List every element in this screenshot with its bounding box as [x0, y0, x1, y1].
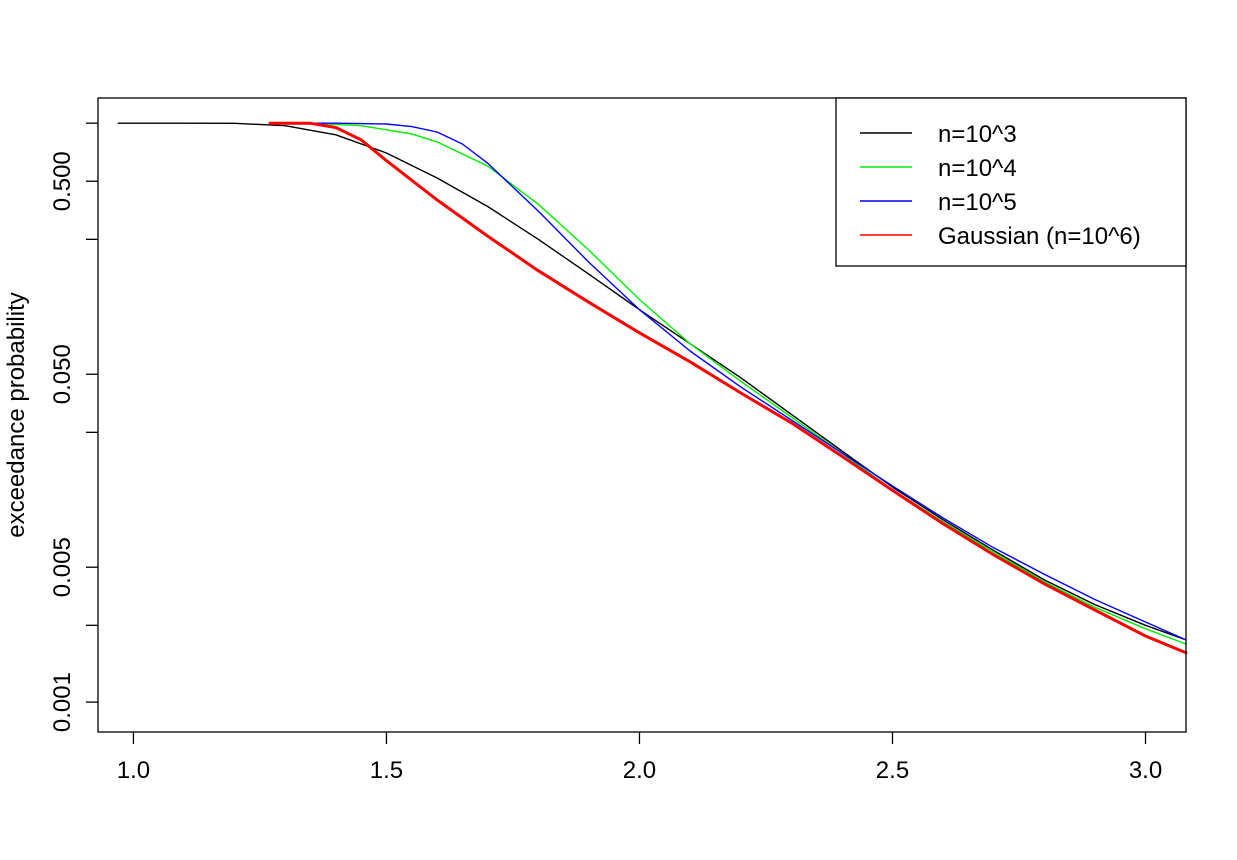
legend-label: Gaussian (n=10^6): [938, 223, 1141, 250]
legend-label: n=10^3: [938, 121, 1017, 148]
y-tick-label: 0.001: [49, 672, 76, 732]
legend-label: n=10^4: [938, 155, 1017, 182]
series-line-2: [269, 122, 1187, 645]
y-tick-label: 0.005: [49, 537, 76, 597]
x-tick-label: 1.5: [370, 757, 403, 784]
legend-label: n=10^5: [938, 189, 1017, 216]
axes-layer: 1.0 1.5 2.0 2.5 3.0 0.001 0.005 0.050 0.500: [49, 122, 1162, 784]
x-tick-label: 2.0: [623, 757, 656, 784]
y-tick-label: 0.500: [49, 151, 76, 211]
series-line-1: [117, 122, 1187, 641]
legend-box: [835, 97, 1187, 267]
x-tick-label: 2.5: [876, 757, 909, 784]
plot-frame: [97, 97, 1187, 733]
x-tick-label: 3.0: [1129, 757, 1162, 784]
x-tick-label: 1.0: [117, 757, 150, 784]
legend: n=10^3 n=10^4 n=10^5 Gaussian (n=10^6): [835, 97, 1187, 267]
series-layer: [117, 121, 1188, 655]
series-line-3: [269, 122, 1187, 641]
series-line-4: [268, 121, 1188, 655]
y-axis-label: exceedance probability: [3, 292, 30, 538]
y-tick-label: 0.050: [49, 344, 76, 404]
